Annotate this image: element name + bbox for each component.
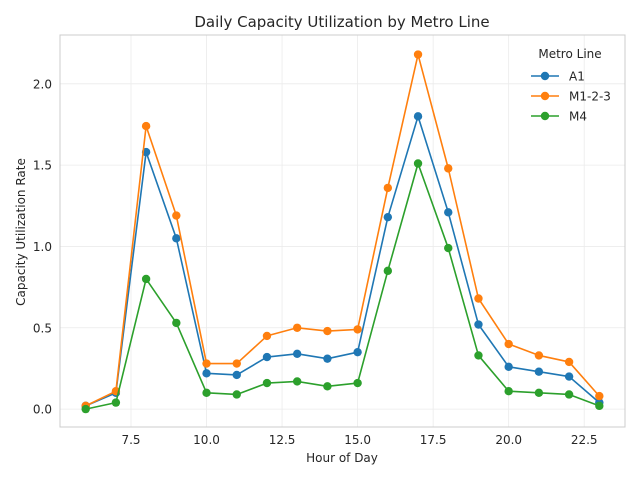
- y-tick-label: 1.0: [33, 240, 52, 254]
- data-point: [444, 208, 453, 217]
- x-tick-label: 10.0: [193, 433, 220, 447]
- data-point: [504, 339, 513, 349]
- chart-title: Daily Capacity Utilization by Metro Line: [194, 13, 489, 31]
- series-m1-2-3: [81, 50, 604, 411]
- data-point: [353, 378, 362, 388]
- legend-items: A1 M1-2-3 M4: [531, 70, 611, 124]
- data-point: [413, 112, 423, 121]
- x-tick-label: 22.5: [571, 433, 598, 447]
- y-axis-title: Capacity Utilization Rate: [14, 158, 28, 306]
- data-point: [383, 183, 393, 193]
- grid: [60, 35, 625, 427]
- data-point: [232, 370, 241, 380]
- data-point: [383, 212, 393, 222]
- data-point: [444, 243, 453, 253]
- data-point: [262, 331, 272, 341]
- data-point: [534, 351, 544, 360]
- legend-title: Metro Line: [538, 47, 601, 61]
- legend-label: A1: [569, 70, 585, 84]
- data-point: [564, 372, 574, 381]
- legend-marker: [540, 111, 550, 121]
- data-point: [202, 359, 211, 368]
- legend-label: M4: [569, 110, 587, 124]
- data-point: [172, 234, 181, 243]
- series-line: [85, 115, 600, 407]
- data-point: [444, 164, 453, 173]
- x-tick-label: 20.0: [495, 433, 522, 447]
- axis-ticks: 7.5 10.0 12.5 15.0 17.5 20.0 22.5 0.0 0.5 1.0 1.5 2…: [33, 77, 598, 447]
- legend: Metro Line A1 M1-2-3 M4: [531, 47, 611, 124]
- data-point: [292, 323, 302, 332]
- data-point: [413, 159, 423, 168]
- data-point: [141, 274, 151, 284]
- data-point: [323, 382, 332, 391]
- data-point: [141, 121, 151, 131]
- data-point: [353, 325, 362, 334]
- x-tick-label: 17.5: [420, 433, 447, 447]
- data-point: [292, 349, 302, 359]
- data-point: [262, 378, 272, 388]
- data-point: [474, 351, 483, 360]
- legend-item: M1-2-3: [531, 90, 611, 104]
- plot-frame: [59, 34, 626, 428]
- data-point: [353, 347, 362, 357]
- y-tick-label: 1.5: [33, 159, 52, 173]
- data-point: [534, 367, 544, 376]
- y-tick-label: 2.0: [33, 77, 52, 91]
- data-point: [323, 326, 332, 336]
- data-point: [81, 404, 90, 414]
- legend-marker: [540, 91, 550, 101]
- data-point: [292, 377, 302, 386]
- data-point: [111, 398, 121, 407]
- series: [81, 50, 604, 414]
- data-point: [413, 50, 423, 59]
- x-tick-label: 7.5: [121, 433, 140, 447]
- y-tick-label: 0.0: [33, 403, 52, 417]
- x-axis-title: Hour of Day: [306, 451, 378, 465]
- data-point: [474, 320, 483, 329]
- data-point: [564, 357, 574, 367]
- data-point: [595, 401, 604, 411]
- y-tick-label: 0.5: [33, 321, 52, 335]
- legend-item: A1: [531, 70, 585, 84]
- data-point: [232, 390, 241, 399]
- data-point: [172, 211, 181, 220]
- data-point: [172, 318, 181, 328]
- legend-label: M1-2-3: [569, 90, 611, 104]
- data-point: [595, 391, 604, 401]
- series-line: [85, 162, 600, 410]
- data-point: [504, 387, 513, 396]
- x-tick-label: 15.0: [344, 433, 371, 447]
- series-m4: [81, 159, 604, 414]
- data-point: [534, 388, 544, 398]
- legend-item: M4: [531, 110, 587, 124]
- data-point: [564, 390, 574, 399]
- data-point: [474, 294, 483, 303]
- data-point: [202, 388, 211, 398]
- x-tick-label: 12.5: [269, 433, 296, 447]
- data-point: [262, 352, 272, 362]
- data-point: [383, 266, 393, 276]
- data-point: [504, 362, 513, 372]
- data-point: [232, 359, 241, 368]
- series-line: [85, 53, 600, 407]
- legend-marker: [540, 71, 550, 81]
- data-point: [202, 369, 211, 378]
- data-point: [323, 354, 332, 363]
